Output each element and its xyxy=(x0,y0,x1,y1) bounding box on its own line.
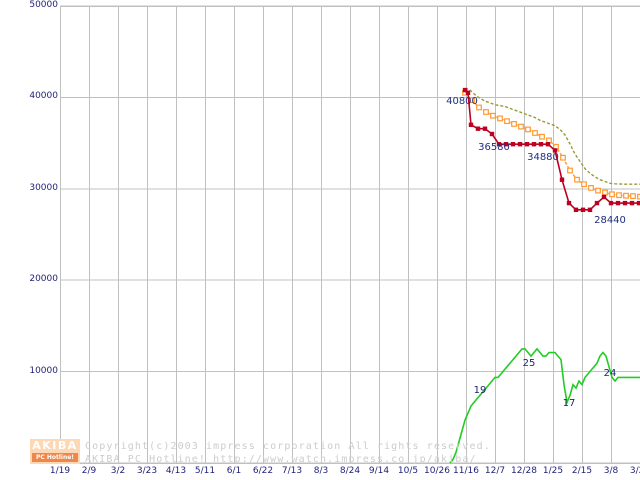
series-marker-average-price xyxy=(623,192,629,199)
series-marker-min-price xyxy=(524,142,530,147)
series-marker-min-price xyxy=(601,194,607,200)
x-axis-tick-17: 1/25 xyxy=(542,466,564,476)
series-marker-min-price xyxy=(629,200,635,206)
series-marker-average-price xyxy=(504,118,510,125)
series-marker-min-price xyxy=(538,142,544,147)
series-marker-min-price xyxy=(594,200,600,206)
series-marker-average-price xyxy=(532,130,538,136)
y-axis-tick-10000: 10000 xyxy=(29,365,58,376)
x-axis-tick-0: 1/19 xyxy=(49,466,71,476)
x-axis-tick-10: 8/24 xyxy=(339,466,361,476)
series-marker-average-price xyxy=(560,154,566,161)
series-marker-min-price xyxy=(517,142,523,147)
series-marker-average-price xyxy=(497,115,503,122)
series-marker-min-price xyxy=(489,131,495,137)
series-marker-average-price xyxy=(588,185,594,191)
point-label-40800: 40800 xyxy=(446,96,478,107)
axis-lines xyxy=(60,6,640,464)
point-label-36580: 36580 xyxy=(478,142,510,153)
x-axis-tick-15: 12/7 xyxy=(484,466,506,476)
series-marker-average-price xyxy=(609,191,615,198)
y-axis-tick-40000: 40000 xyxy=(29,91,58,102)
series-marker-average-price xyxy=(483,109,489,115)
x-axis-tick-18: 2/15 xyxy=(571,466,593,476)
x-axis-tick-4: 4/13 xyxy=(165,466,187,476)
series-marker-min-price xyxy=(531,142,537,147)
series-marker-min-price xyxy=(580,207,586,212)
x-axis-tick-20: 3/29 xyxy=(629,466,640,476)
series-marker-average-price xyxy=(518,123,524,130)
series-marker-min-price xyxy=(573,207,579,212)
x-axis-tick-9: 8/3 xyxy=(313,466,329,476)
series-marker-average-price xyxy=(602,189,608,196)
series-marker-average-price xyxy=(637,193,640,200)
x-axis-tick-13: 10/26 xyxy=(424,466,450,476)
series-marker-min-price xyxy=(545,142,551,147)
point-label-34880: 34880 xyxy=(527,152,559,163)
series-marker-average-price xyxy=(511,120,517,127)
y-axis-tick-20000: 20000 xyxy=(29,274,58,285)
series-line-max-price xyxy=(464,87,640,185)
series-marker-min-price xyxy=(503,142,509,147)
x-axis-tick-7: 6/22 xyxy=(252,466,274,476)
series-marker-average-price xyxy=(616,192,622,199)
series-marker-min-price xyxy=(462,87,468,93)
series-marker-average-price xyxy=(539,133,545,140)
series-marker-min-price xyxy=(587,207,593,212)
x-axis-tick-8: 7/13 xyxy=(281,466,303,476)
series-marker-min-price xyxy=(636,200,640,206)
series-marker-min-price xyxy=(566,200,572,206)
series-line-shop-count xyxy=(449,347,640,464)
series-marker-average-price xyxy=(525,126,531,133)
series-marker-min-price xyxy=(510,142,516,147)
x-axis-tick-2: 3/2 xyxy=(110,466,126,476)
x-axis-tick-19: 3/8 xyxy=(603,466,619,476)
source-url-line: AKIBA PC Hotline! http://www.watch.impre… xyxy=(85,454,477,465)
series-marker-min-price xyxy=(482,126,488,131)
series-marker-average-price xyxy=(476,104,482,111)
series-layer xyxy=(449,87,640,464)
x-axis-tick-6: 6/1 xyxy=(226,466,242,476)
point-label-28440: 28440 xyxy=(594,215,626,226)
akiba-logo-badge: PC Hotline! xyxy=(32,453,78,462)
series-marker-min-price xyxy=(468,122,474,127)
series-marker-min-price xyxy=(615,200,621,206)
akiba-logo-wordmark: AKIBA xyxy=(32,439,78,452)
x-axis-tick-16: 12/28 xyxy=(511,466,537,476)
series-marker-average-price xyxy=(567,167,573,174)
series-marker-min-price xyxy=(559,177,565,182)
x-axis-tick-11: 9/14 xyxy=(368,466,390,476)
series-marker-min-price xyxy=(552,148,558,153)
x-axis-tick-14: 11/16 xyxy=(453,466,479,476)
series-marker-average-price xyxy=(630,193,636,200)
series-marker-min-price xyxy=(475,126,481,131)
x-axis-tick-5: 5/11 xyxy=(194,466,216,476)
series-marker-average-price xyxy=(574,176,580,183)
series-marker-average-price xyxy=(595,187,601,194)
series-marker-min-price xyxy=(622,200,628,206)
series-marker-min-price xyxy=(608,200,614,206)
series-marker-average-price xyxy=(490,112,496,119)
series-marker-min-price xyxy=(496,142,502,147)
x-axis-tick-12: 10/5 xyxy=(397,466,419,476)
x-axis-tick-1: 2/9 xyxy=(81,466,97,476)
akiba-logo: AKIBA PC Hotline! xyxy=(30,439,80,464)
copyright-line: Copyright(c)2003 impress corporation All… xyxy=(85,441,491,452)
y-axis-tick-30000: 30000 xyxy=(29,182,58,193)
point-label-19: 19 xyxy=(473,385,487,396)
x-axis-tick-3: 3/23 xyxy=(136,466,158,476)
gridlines xyxy=(60,5,640,464)
series-marker-average-price xyxy=(581,181,587,188)
point-label-24: 24 xyxy=(603,368,617,379)
watermark: AKIBA PC Hotline! Copyright(c)2003 impre… xyxy=(30,439,630,469)
y-axis-tick-50000: 50000 xyxy=(29,0,58,10)
point-label-25: 25 xyxy=(522,358,536,369)
point-label-17: 17 xyxy=(562,398,576,409)
series-marker-min-price xyxy=(465,90,471,95)
series-marker-average-price xyxy=(469,97,475,104)
